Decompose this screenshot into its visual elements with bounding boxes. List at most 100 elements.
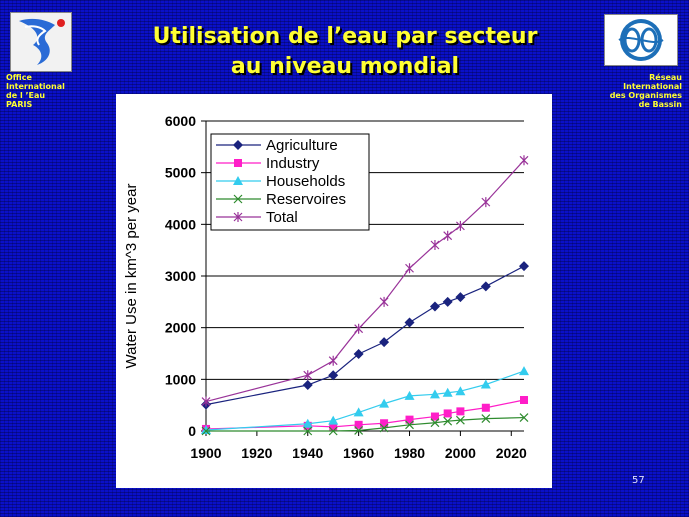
y-tick-label: 0	[188, 423, 196, 439]
data-point	[442, 296, 453, 307]
data-point	[429, 389, 440, 399]
series-total	[201, 155, 529, 407]
data-point	[455, 292, 466, 303]
data-point	[201, 426, 211, 436]
legend-swatch-marker	[234, 159, 242, 167]
data-point	[443, 416, 453, 426]
data-point	[201, 396, 211, 407]
y-tick-label: 2000	[165, 320, 196, 336]
x-tick-label: 2020	[496, 445, 527, 461]
data-point	[354, 323, 364, 334]
oieau-caption-line: International	[6, 82, 65, 91]
x-tick-label: 1980	[394, 445, 425, 461]
data-point	[519, 261, 529, 272]
data-point	[429, 301, 440, 312]
y-tick-label: 6000	[165, 113, 196, 129]
x-tick-label: 1900	[190, 445, 221, 461]
data-point	[329, 422, 338, 431]
data-point	[328, 370, 339, 381]
data-point	[302, 418, 313, 428]
oieau-caption-line: Office	[6, 73, 32, 82]
legend: AgricultureIndustryHouseholdsReservoires…	[210, 133, 370, 231]
legend-swatch-marker	[233, 176, 243, 185]
data-point	[443, 409, 452, 418]
riob-caption-line: Réseau	[649, 73, 682, 82]
slide-title-line1: Utilisation de l’eau par secteur	[152, 24, 538, 49]
data-point	[455, 386, 466, 396]
data-point	[303, 370, 313, 381]
water-use-chart: 0 1000 2000 3000 4000 5000 6000 1900 1920 1940 196…	[123, 113, 529, 461]
data-point	[455, 220, 465, 231]
series-line	[205, 399, 525, 430]
riob-caption-line: des Organismes	[609, 91, 682, 100]
data-point	[201, 424, 211, 434]
data-point	[519, 366, 529, 376]
data-point	[302, 380, 313, 391]
data-point	[430, 240, 440, 250]
slide-title: Utilisation de l’eau par secteur au nive…	[120, 22, 570, 82]
data-point	[328, 415, 339, 425]
series-reservoires	[201, 413, 529, 436]
x-tick-label: 2000	[445, 445, 476, 461]
data-point	[405, 420, 414, 430]
x-tick-label: 1940	[292, 445, 323, 461]
data-point	[430, 418, 440, 428]
data-point	[379, 398, 390, 408]
data-point	[404, 317, 415, 328]
data-point	[405, 263, 414, 274]
legend-label: Agriculture	[266, 137, 338, 154]
data-point	[442, 387, 453, 397]
data-point	[404, 390, 415, 400]
oieau-caption-line: de l ’Eau	[6, 91, 46, 100]
series-agriculture	[201, 261, 529, 410]
data-point	[481, 403, 490, 412]
legend-label: Reservoires	[266, 191, 346, 208]
legend-swatch-marker	[233, 212, 243, 222]
oieau-caption-line: PARIS	[6, 100, 33, 109]
oieau-logo	[10, 12, 72, 72]
riob-caption-line: de Bassin	[638, 100, 682, 109]
data-point	[481, 414, 491, 424]
slide-title-line2: au niveau mondial	[230, 54, 460, 79]
data-point	[519, 155, 529, 166]
data-point	[520, 396, 528, 404]
chart-panel: 0 1000 2000 3000 4000 5000 6000 1900 1920 1940 196…	[116, 94, 552, 488]
data-point	[328, 355, 338, 366]
riob-logo	[604, 14, 678, 66]
series-line	[205, 265, 525, 406]
x-tick-label: 1920	[241, 445, 272, 461]
data-point	[405, 415, 414, 424]
y-tick-label: 4000	[165, 216, 196, 232]
page-number: 57	[632, 475, 645, 486]
data-point	[481, 197, 491, 208]
series-line	[205, 370, 525, 431]
data-point	[456, 407, 465, 416]
data-point	[379, 337, 390, 348]
y-tick-label: 1000	[165, 371, 196, 387]
legend-label: Industry	[266, 155, 320, 172]
riob-caption-line: International	[623, 82, 682, 91]
data-point	[303, 426, 313, 436]
oieau-caption: Office International de l ’Eau PARIS	[6, 73, 65, 109]
data-point	[519, 413, 529, 422]
y-tick-label: 5000	[165, 165, 196, 181]
data-point	[354, 426, 364, 435]
data-point	[380, 419, 389, 428]
data-point	[430, 412, 439, 421]
riob-caption: Réseau International des Organismes de B…	[610, 73, 682, 109]
data-point	[353, 407, 364, 417]
data-point	[354, 420, 363, 429]
legend-label: Total	[266, 209, 298, 226]
legend-swatch-marker	[233, 194, 243, 204]
legend-label: Households	[266, 173, 345, 190]
data-point	[443, 230, 453, 241]
data-point	[353, 349, 364, 360]
data-point	[328, 426, 338, 436]
y-tick-label: 3000	[165, 268, 196, 284]
data-point	[480, 281, 491, 292]
series-households	[201, 366, 529, 434]
y-axis-label: Water Use in km^3 per year	[123, 184, 140, 369]
x-tick-label: 1960	[343, 445, 374, 461]
data-point	[379, 423, 389, 433]
data-point	[379, 296, 389, 307]
